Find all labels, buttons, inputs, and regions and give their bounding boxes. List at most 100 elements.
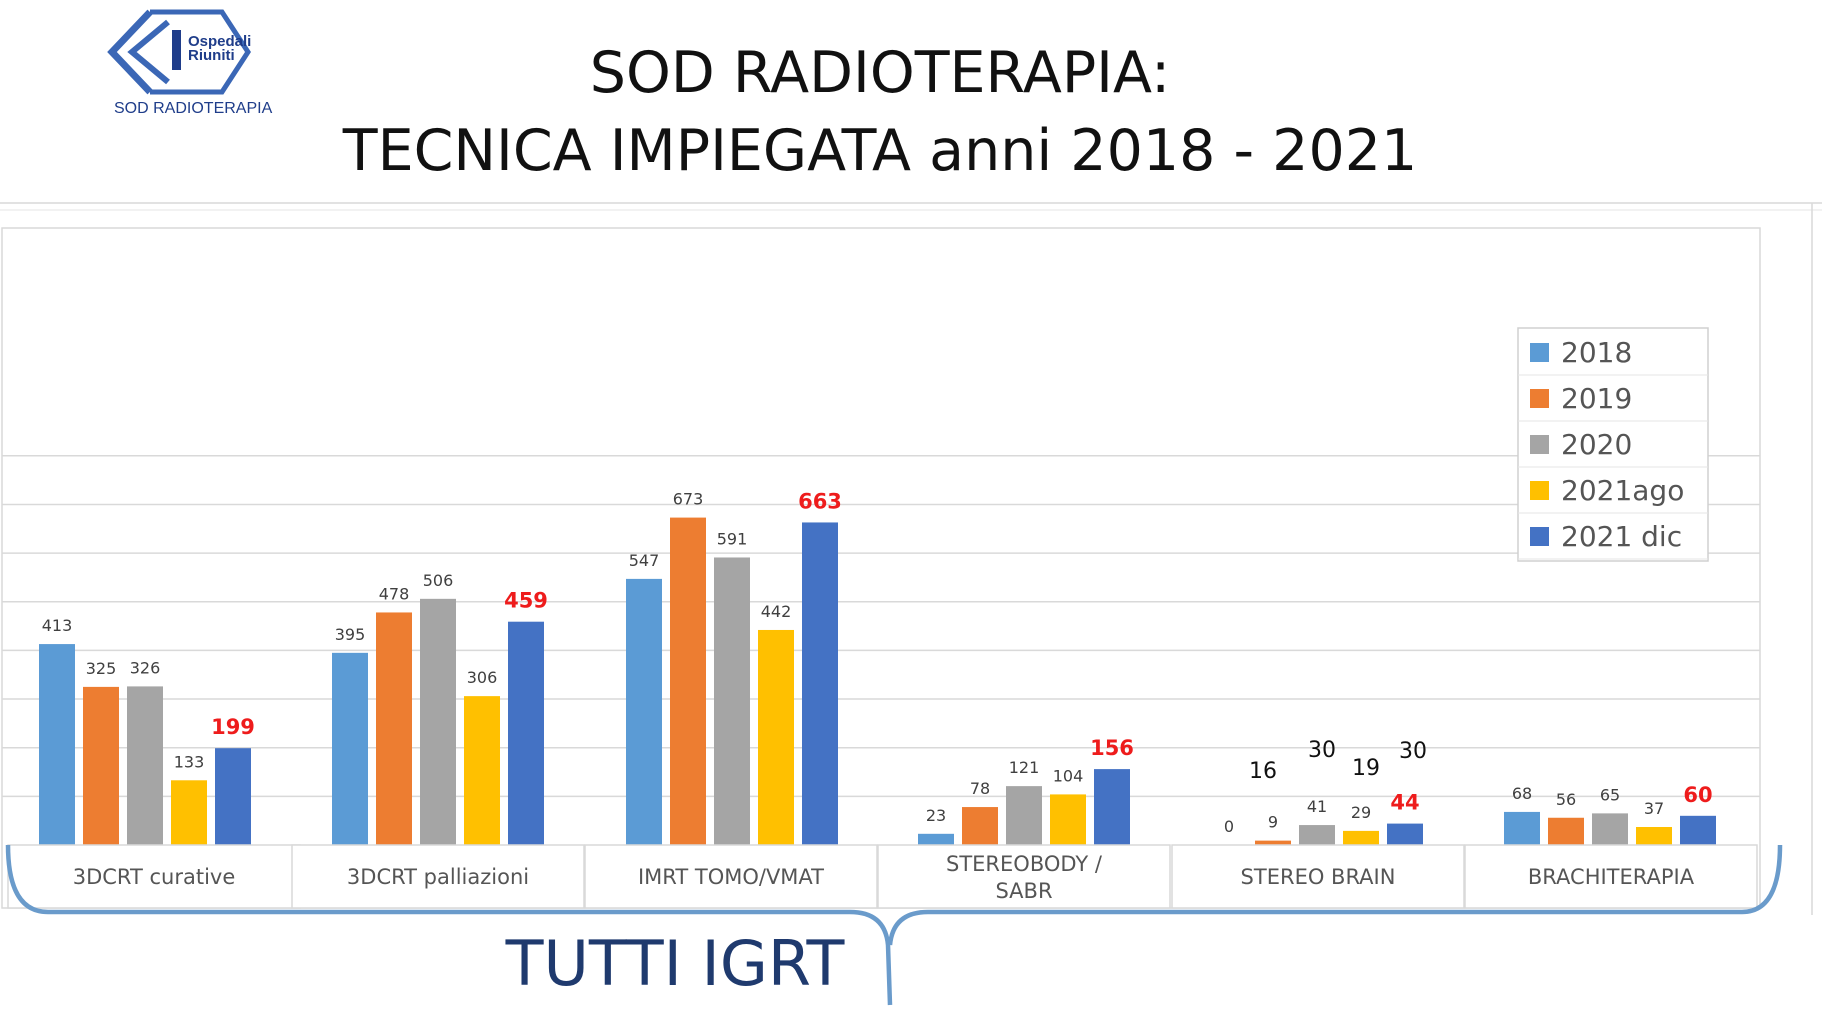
- value-label: 133: [174, 752, 205, 771]
- chart-frame: [1, 227, 1761, 909]
- category-label: 3DCRT curative: [73, 865, 236, 889]
- category-cell: [877, 844, 1171, 909]
- legend-label: 2021 dic: [1561, 520, 1682, 553]
- bar-2021-dic-2: [802, 522, 838, 845]
- bar-2018-5: [1504, 811, 1540, 845]
- bar-2021-dic-5: [1680, 815, 1716, 845]
- bar-2018-1: [332, 652, 368, 845]
- bar-2021-dic-3: [1094, 769, 1130, 845]
- logo-frame-icon: [150, 9, 251, 95]
- value-label: 78: [970, 779, 990, 798]
- value-label: 663: [798, 489, 842, 513]
- bar-2021-dic-4: [1387, 823, 1423, 845]
- page-subtitle: TECNICA IMPIEGATA anni 2018 - 2021: [342, 118, 1417, 184]
- bar-2021ago-1: [464, 696, 500, 845]
- chart-grid: [2, 455, 1760, 798]
- page-title: SOD RADIOTERAPIA:: [590, 40, 1170, 106]
- value-label: 121: [1009, 758, 1040, 777]
- value-label: 478: [379, 584, 410, 603]
- legend-label: 2018: [1561, 336, 1632, 369]
- logo-bar-icon: [172, 30, 181, 70]
- value-label: 326: [130, 658, 161, 677]
- legend-label: 2019: [1561, 382, 1632, 415]
- value-label: 104: [1053, 766, 1084, 785]
- value-label: 65: [1600, 785, 1620, 804]
- category-label: 3DCRT palliazioni: [347, 865, 529, 889]
- category-label: IMRT TOMO/VMAT: [638, 865, 824, 889]
- chart-bars: [39, 517, 1716, 845]
- igrt-bracket: [5, 844, 1783, 1006]
- value-label: 156: [1090, 736, 1134, 760]
- bar-2019-3: [962, 807, 998, 845]
- tutti-igrt-label: TUTTI IGRT: [505, 927, 846, 1000]
- bar-2020-2: [714, 557, 750, 845]
- bar-2021ago-5: [1636, 826, 1672, 845]
- bar-2018-3: [918, 833, 954, 845]
- logo-name-line1: Ospedali: [188, 33, 251, 50]
- bar-2019-1: [376, 612, 412, 845]
- value-label: 325: [86, 659, 117, 678]
- legend-label: 2020: [1561, 428, 1632, 461]
- sheet-background: [0, 202, 1822, 915]
- bar-2021ago-3: [1050, 794, 1086, 845]
- value-label: 199: [211, 715, 255, 739]
- value-label: 56: [1556, 790, 1576, 809]
- value-label: 673: [673, 490, 704, 509]
- extra-value-label: 30: [1399, 739, 1427, 764]
- extra-value-label: 19: [1352, 756, 1380, 781]
- value-label: 41: [1307, 797, 1327, 816]
- bar-2020-3: [1006, 786, 1042, 845]
- value-label: 60: [1683, 783, 1712, 807]
- category-cell: [584, 844, 878, 909]
- bar-2020-0: [127, 686, 163, 845]
- value-label: 547: [629, 551, 660, 570]
- legend-swatch: [1530, 527, 1549, 546]
- logo-caption: SOD RADIOTERAPIA: [114, 100, 273, 117]
- value-label: 23: [926, 806, 946, 825]
- logo-chevron-icon: [107, 9, 153, 95]
- bar-2021-dic-1: [508, 621, 544, 845]
- bar-2018-0: [39, 644, 75, 845]
- chart-category-axis: 3DCRT curative 3DCRT palliazioni IMRT TOMO…: [7, 844, 1758, 909]
- value-label: 459: [504, 589, 548, 613]
- bar-2019-0: [83, 686, 119, 845]
- bar-2021ago-0: [171, 780, 207, 845]
- legend-swatch: [1530, 435, 1549, 454]
- legend-swatch: [1530, 389, 1549, 408]
- extra-value-label: 30: [1308, 738, 1336, 763]
- hospital-logo: Ospedali Riuniti SOD RADIOTERAPIA: [107, 9, 273, 117]
- bar-2020-1: [420, 598, 456, 845]
- bar-2019-4: [1255, 840, 1291, 845]
- value-label: 29: [1351, 803, 1371, 822]
- value-label: 68: [1512, 784, 1532, 803]
- legend-label: 2021ago: [1561, 474, 1684, 507]
- category-cell: [1171, 844, 1465, 909]
- extra-value-label: 16: [1249, 759, 1277, 784]
- value-label: 413: [42, 616, 73, 635]
- bar-2018-2: [626, 578, 662, 845]
- value-label: 442: [761, 602, 792, 621]
- value-label: 9: [1268, 813, 1278, 832]
- bar-2021ago-4: [1343, 830, 1379, 845]
- value-label: 591: [717, 529, 748, 548]
- logo-name-line2: Riuniti: [188, 47, 235, 64]
- bar-2019-2: [670, 517, 706, 845]
- bar-2019-5: [1548, 817, 1584, 845]
- logo-chevron-inner-icon: [127, 19, 170, 85]
- value-label: 0: [1224, 817, 1234, 836]
- category-cell: [291, 844, 585, 909]
- chart-legend: 2018 2019 2020 2021ago 2021 dic: [1517, 327, 1709, 562]
- value-label: 306: [467, 668, 498, 687]
- curly-bracket-icon: [5, 844, 1783, 1006]
- category-label: STEREOBODY / SABR: [946, 852, 1103, 903]
- bar-2021-dic-0: [215, 748, 251, 845]
- bar-2021ago-2: [758, 629, 794, 845]
- category-label: BRACHITERAPIA: [1528, 865, 1695, 889]
- category-cell: [1464, 844, 1758, 909]
- legend-swatch: [1530, 343, 1549, 362]
- value-label: 37: [1644, 799, 1664, 818]
- category-cell: [7, 844, 301, 909]
